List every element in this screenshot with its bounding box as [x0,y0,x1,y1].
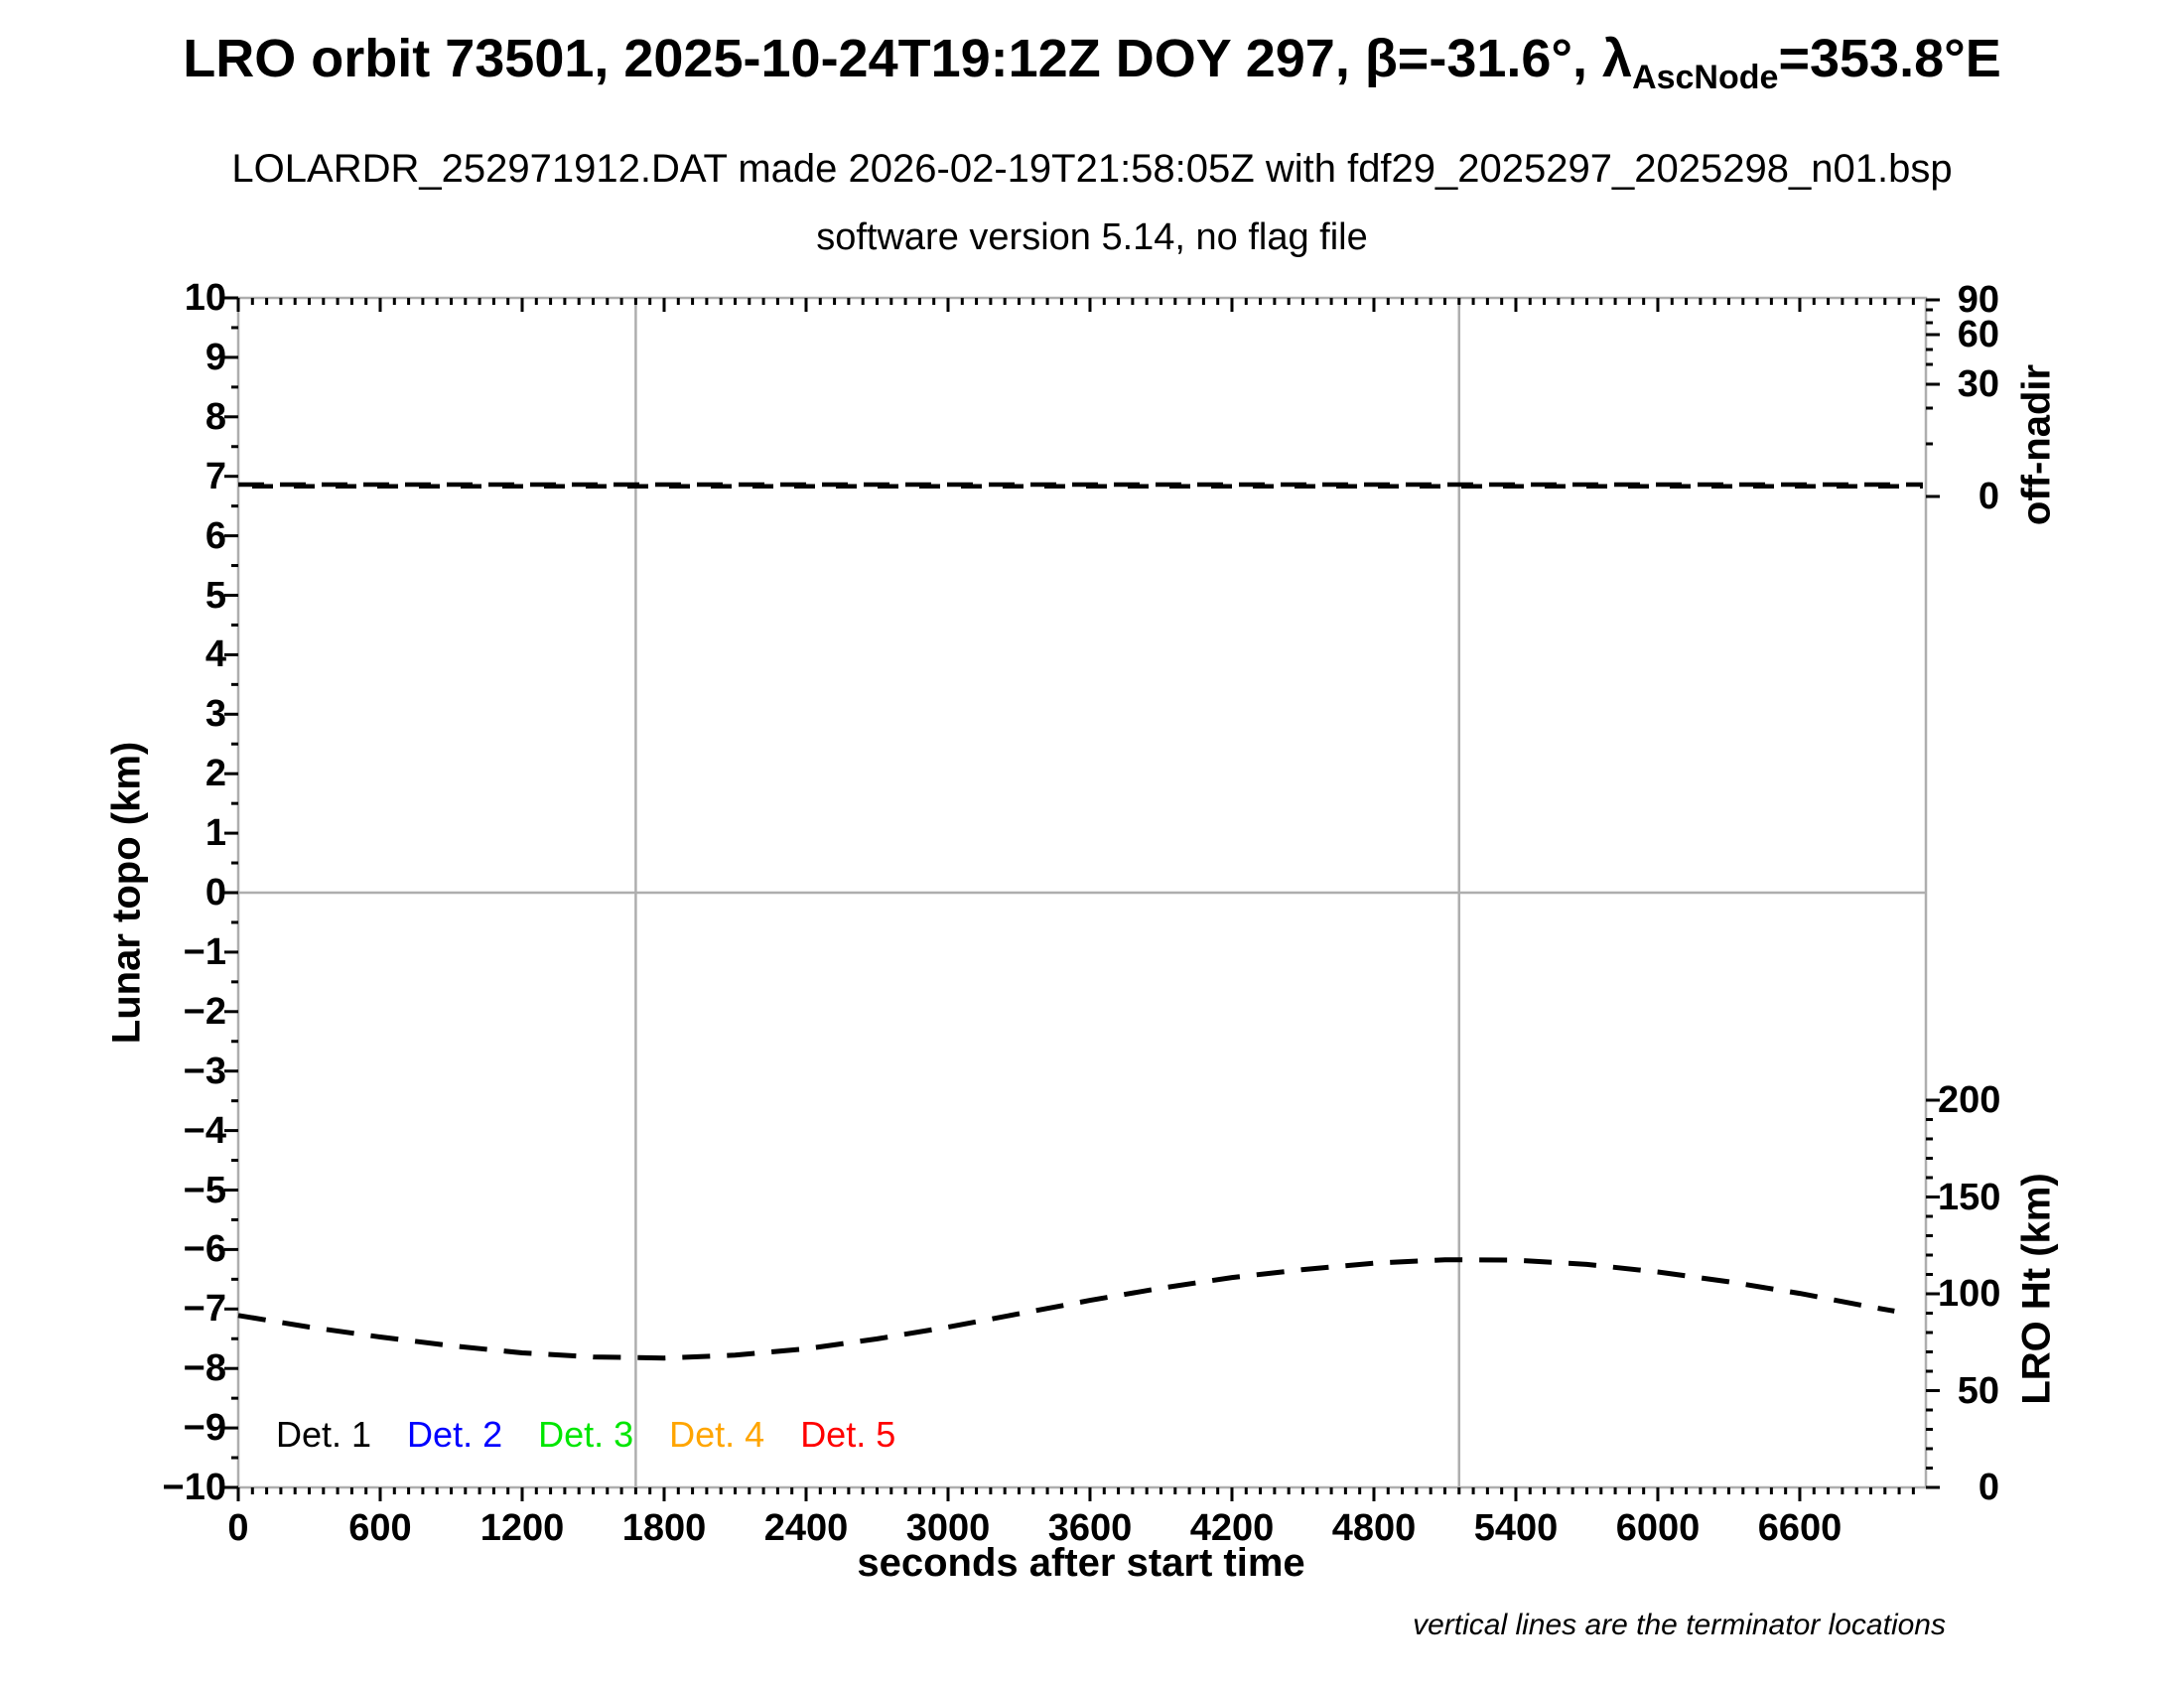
x-tick-label: 1200 [479,1507,565,1549]
x-tick-label: 1800 [621,1507,707,1549]
terminator-footnote: vertical lines are the terminator locati… [1413,1609,1946,1641]
legend-item-det-5: Det. 5 [800,1414,896,1455]
y-left-tick-label: −1 [183,930,226,973]
x-tick-label: 4800 [1331,1507,1417,1549]
y-left-tick-label: −6 [183,1228,226,1271]
legend-item-det-4: Det. 4 [669,1414,765,1455]
off-nadir-tick-label: 30 [1957,363,1999,405]
lro-ht-tick-label: 0 [1978,1467,1999,1508]
y-left-tick-label: 7 [205,455,226,497]
x-tick-label: 4200 [1189,1507,1275,1549]
lro-height-series-line [237,1257,1895,1361]
subtitle-file-info: LOLARDR_252971912.DAT made 2026-02-19T21… [231,147,1953,191]
off-nadir-tick-label: 60 [1957,314,1999,355]
y-left-tick-label: 6 [205,514,226,557]
legend-item-det-1: Det. 1 [276,1414,372,1455]
y-left-tick-label: 0 [205,872,226,914]
y-left-tick-label: −9 [183,1407,226,1450]
y-left-tick-label: 3 [205,693,226,736]
page-title: LRO orbit 73501, 2025-10-24T19:12Z DOY 2… [0,28,2184,97]
lro-ht-tick-label: 50 [1957,1369,1999,1412]
reference-lines [238,298,1926,1487]
y-left-tick-label: 4 [205,633,226,676]
y-axis-title-off-nadir: off-nadir [2014,363,2059,526]
x-tick-label: 0 [227,1507,249,1549]
legend-item-det-2: Det. 2 [407,1414,503,1455]
y-left-tick-label: 5 [205,574,226,617]
y-left-tick-label: −4 [183,1109,226,1152]
title-pre: LRO orbit 73501, 2025-10-24T19:12Z DOY 2… [183,29,1633,88]
lro-ht-tick-label: 100 [1938,1273,2001,1315]
y-left-tick-label: 9 [205,336,226,378]
detector-legend: Det. 1 Det. 2 Det. 3 Det. 4 Det. 5 [276,1414,895,1456]
x-tick-label: 6600 [1757,1507,1843,1549]
x-tick-label: 3000 [905,1507,991,1549]
y-left-tick-label: 8 [205,395,226,438]
y-left-tick-label: 10 [184,277,226,319]
off-nadir-tick-label: 0 [1978,476,1999,517]
legend-item-det-3: Det. 3 [538,1414,634,1455]
y-left-tick-label: 1 [205,812,226,855]
y-left-tick-label: −2 [183,990,226,1033]
x-axis-title: seconds after start time [857,1541,1305,1585]
y-left-tick-label: −10 [162,1467,226,1508]
off-nadir-tick-label: 90 [1957,279,1999,321]
lro-ht-tick-label: 200 [1938,1079,2001,1121]
x-tick-label: 3600 [1047,1507,1133,1549]
y-left-tick-label: −3 [183,1050,226,1092]
y-left-tick-label: −8 [183,1347,226,1390]
y-left-tick-label: −7 [183,1288,226,1331]
data-series [237,482,1923,1361]
title-post: =353.8°E [1778,29,2001,88]
x-tick-label: 600 [348,1507,412,1549]
x-tick-label: 5400 [1473,1507,1559,1549]
axis-ticks [224,296,1940,1501]
y-left-tick-label: −5 [183,1169,226,1211]
title-subscript: AscNode [1632,59,1779,96]
lro-ht-tick-label: 150 [1938,1176,2001,1218]
y-axis-title-lro-ht: LRO Ht (km) [2014,1173,2059,1405]
y-axis-title-lunar-topo: Lunar topo (km) [104,741,149,1045]
x-tick-label: 2400 [763,1507,849,1549]
y-left-tick-label: 2 [205,753,226,795]
subtitle-software-version: software version 5.14, no flag file [816,216,1368,258]
x-tick-label: 6000 [1615,1507,1701,1549]
